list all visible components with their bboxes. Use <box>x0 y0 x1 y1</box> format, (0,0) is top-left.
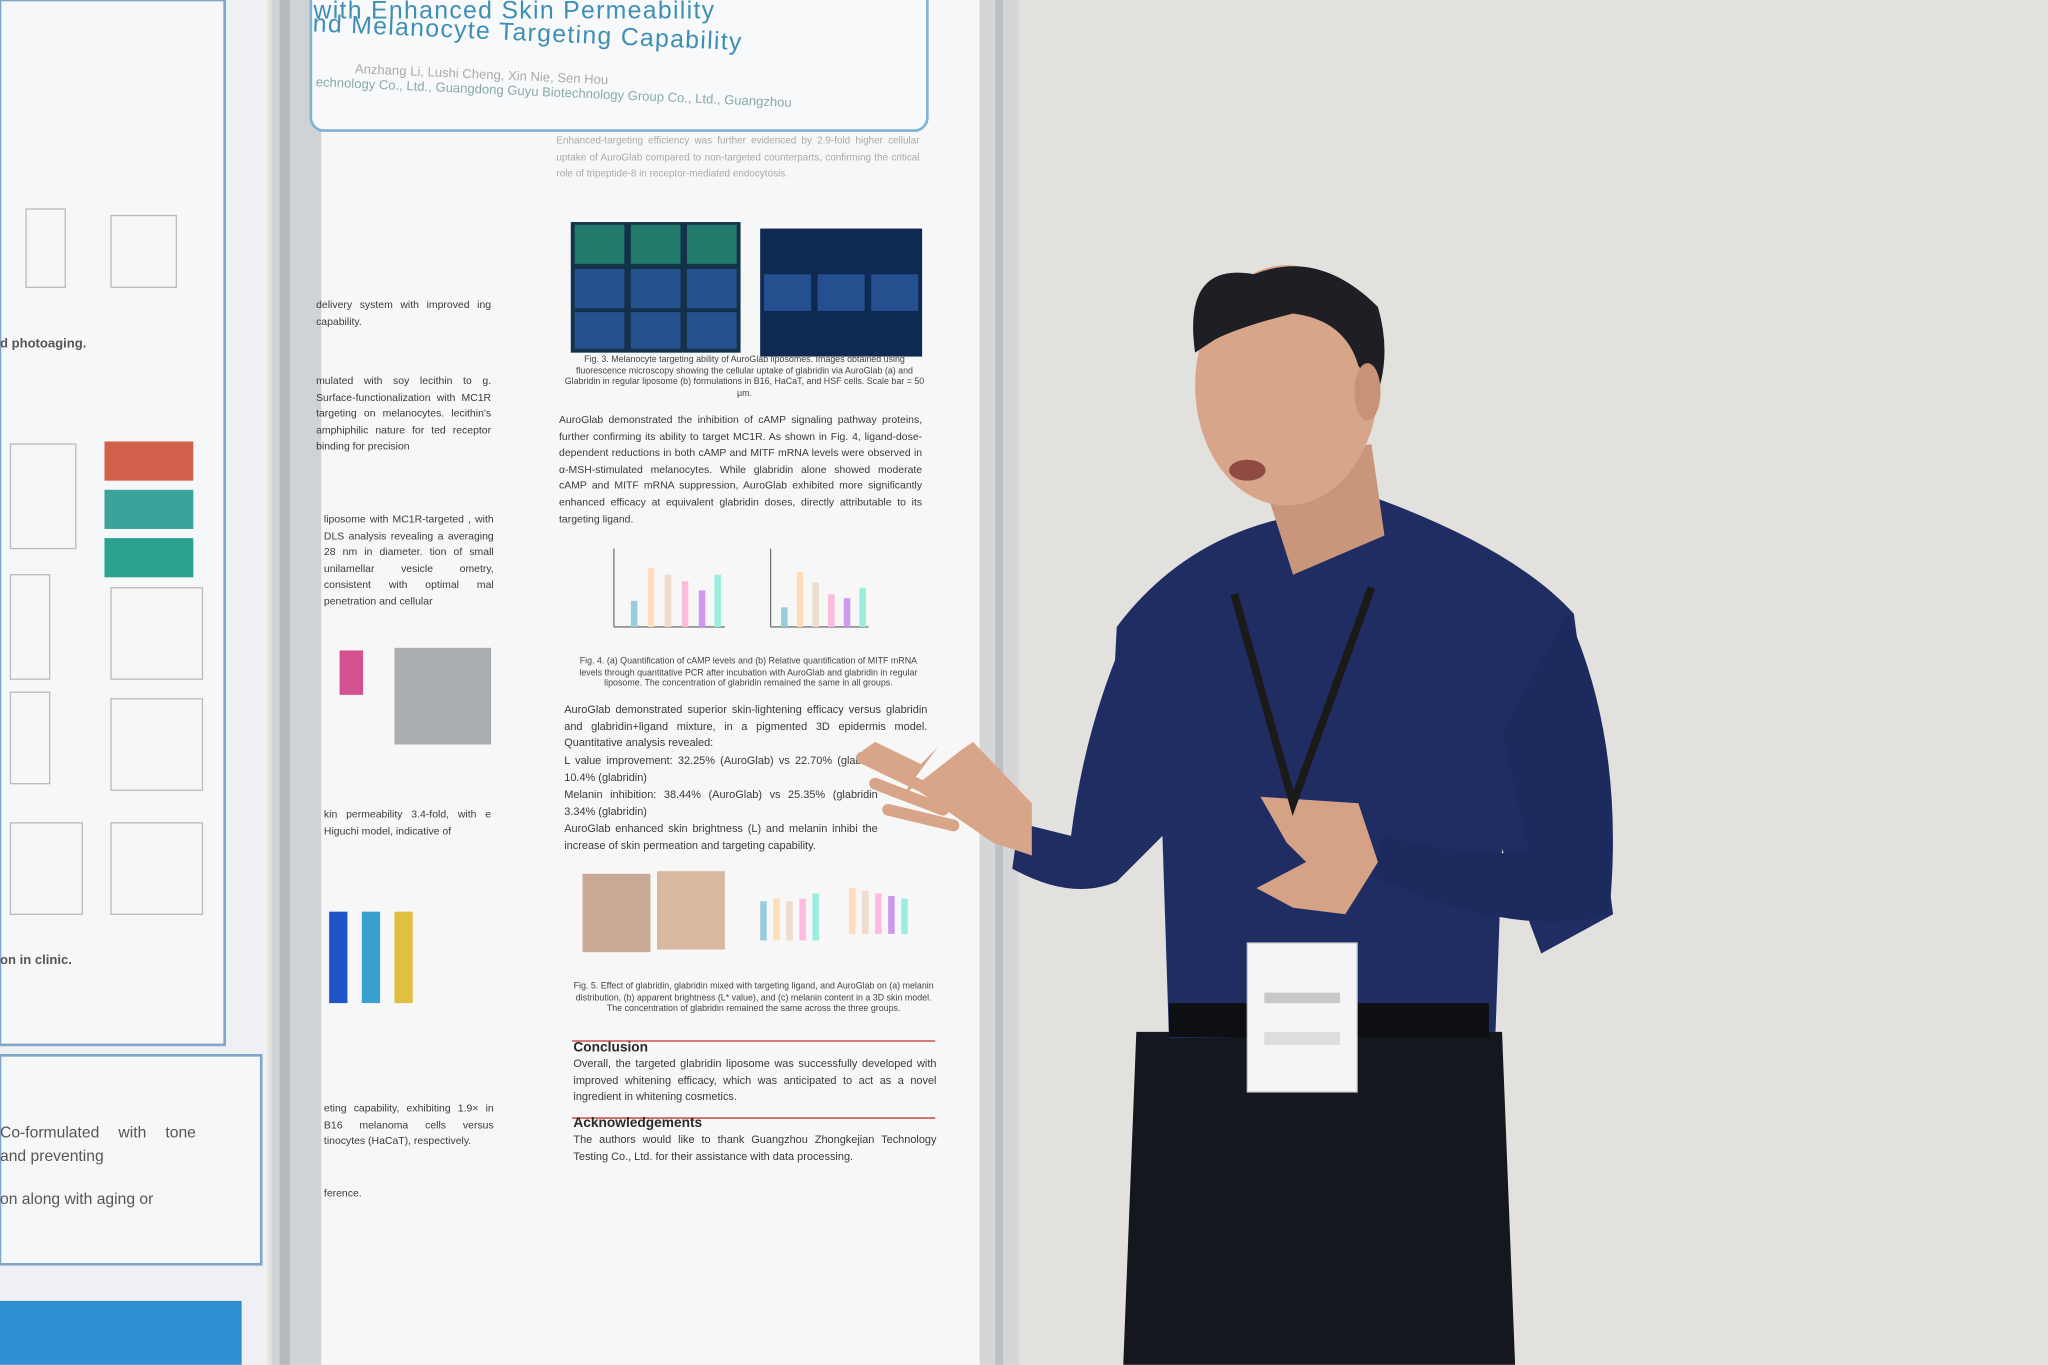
text: kin permeability 3.4-fold, with e Higuch… <box>323 808 492 837</box>
caption: Fig. 3. Melanocyte targeting ability of … <box>564 355 925 399</box>
paragraph: AuroGlab enhanced skin brightness (L) an… <box>564 821 878 852</box>
paragraph: Melanin inhibition: 38.44% (AuroGlab) vs… <box>564 787 878 818</box>
text: mulated with soy lecithin to g. Surface-… <box>316 374 492 453</box>
text: d photoaging. <box>0 336 87 352</box>
paragraph: AuroGlab demonstrated superior skin-ligh… <box>564 702 928 749</box>
text: on in clinic. <box>0 953 72 968</box>
text: on along with aging or <box>0 1189 154 1209</box>
caption: Fig. 4. (a) Quantification of cAMP level… <box>579 656 918 689</box>
paragraph: L value improvement: 32.25% (AuroGlab) v… <box>564 753 878 784</box>
heading: Acknowledgements <box>573 1115 703 1132</box>
paragraph: Overall, the targeted glabridin liposome… <box>573 1056 937 1103</box>
text: liposome with MC1R-targeted , with DLS a… <box>323 513 494 608</box>
text: delivery system with improved ing capabi… <box>316 299 492 328</box>
text: ference. <box>323 1187 362 1200</box>
caption: Fig. 5. Effect of glabridin, glabridin m… <box>573 982 934 1014</box>
paragraph: Enhanced-targeting efficiency was furthe… <box>556 134 920 180</box>
paragraph: The authors would like to thank Guangzho… <box>573 1132 937 1162</box>
paragraph: AuroGlab demonstrated the inhibition of … <box>559 414 923 525</box>
text: eting capability, exhibiting 1.9× in B16… <box>323 1102 494 1148</box>
heading: Conclusion <box>573 1039 649 1056</box>
poster-title: with Enhanced Skin Permeability <box>313 0 716 25</box>
text: Co-formulated with tone and preventing <box>0 1123 196 1166</box>
